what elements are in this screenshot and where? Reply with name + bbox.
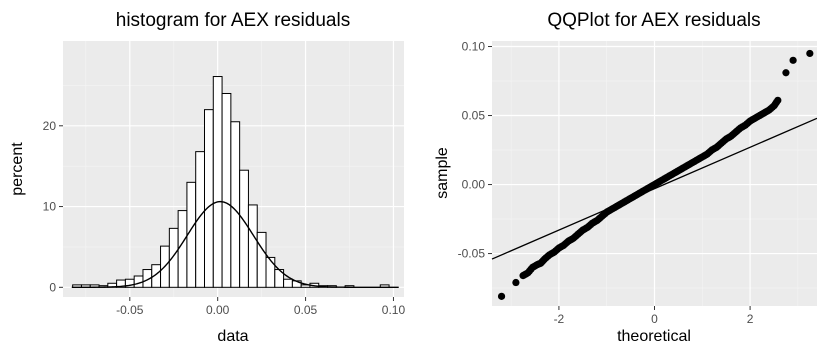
qqplot-point (806, 49, 814, 58)
histogram-bar (239, 169, 249, 288)
histogram-y-axis-title: percent (9, 142, 26, 196)
qqplot-point (497, 292, 506, 300)
qqplot-panel: QQPlot for AEX residuals -2 0 2 -0.05 0.00 0… (434, 10, 817, 345)
histogram-x-tick-label: -0.05 (116, 303, 144, 317)
qqplot-x-axis-title: theoretical (617, 328, 691, 345)
histogram-title: histogram for AEX residuals (116, 10, 350, 31)
histogram-bar (177, 210, 188, 288)
histogram-bar (168, 227, 179, 288)
qqplot-grid (492, 41, 817, 306)
histogram-panel: histogram for AEX residuals -0.05 0.00 0.0… (9, 10, 405, 345)
histogram-bar (283, 278, 293, 288)
histogram-x-axis-title: data (217, 328, 248, 345)
histogram-x-ticks: -0.05 0.00 0.05 0.10 (116, 297, 405, 317)
histogram-y-tick-label: 20 (43, 119, 57, 133)
qqplot-y-tick-label: 0.10 (462, 40, 486, 54)
qqplot-x-tick-label: 2 (747, 312, 754, 326)
qqplot-point (789, 56, 797, 64)
histogram-bar (247, 204, 258, 288)
histogram-bars (72, 76, 390, 288)
histogram-x-tick-label: 0.00 (206, 303, 230, 317)
histogram-bar (203, 109, 214, 288)
histogram-bar (256, 231, 267, 288)
qqplot-x-tick-label: 0 (651, 312, 658, 326)
qqplot-y-tick-label: -0.05 (458, 247, 486, 261)
qqplot-point (774, 96, 782, 104)
histogram-bar (265, 256, 276, 288)
qqplot-y-axis-title: sample (434, 147, 451, 199)
histogram-y-tick-label: 10 (43, 200, 57, 214)
qqplot-y-tick-label: 0.00 (462, 178, 486, 192)
qqplot-point (782, 69, 790, 77)
qqplot-y-tick-label: 0.05 (462, 109, 486, 123)
qqplot-x-tick-label: -2 (554, 312, 565, 326)
qqplot-title: QQPlot for AEX residuals (547, 10, 760, 31)
histogram-bar (212, 76, 223, 288)
histogram-y-tick-label: 0 (49, 280, 56, 294)
histogram-bar (230, 121, 241, 288)
qqplot-points (497, 49, 814, 300)
histogram-density-curve (71, 200, 399, 289)
qqplot-x-ticks: -2 0 2 (554, 306, 754, 326)
qqplot-point (512, 278, 520, 287)
histogram-x-tick-label: 0.05 (294, 303, 318, 317)
qqplot-y-ticks: -0.05 0.00 0.05 0.10 (458, 40, 492, 261)
histogram-bar (221, 92, 232, 288)
histogram-x-tick-label: 0.10 (382, 303, 406, 317)
histogram-y-ticks: 0 10 20 (43, 119, 63, 294)
